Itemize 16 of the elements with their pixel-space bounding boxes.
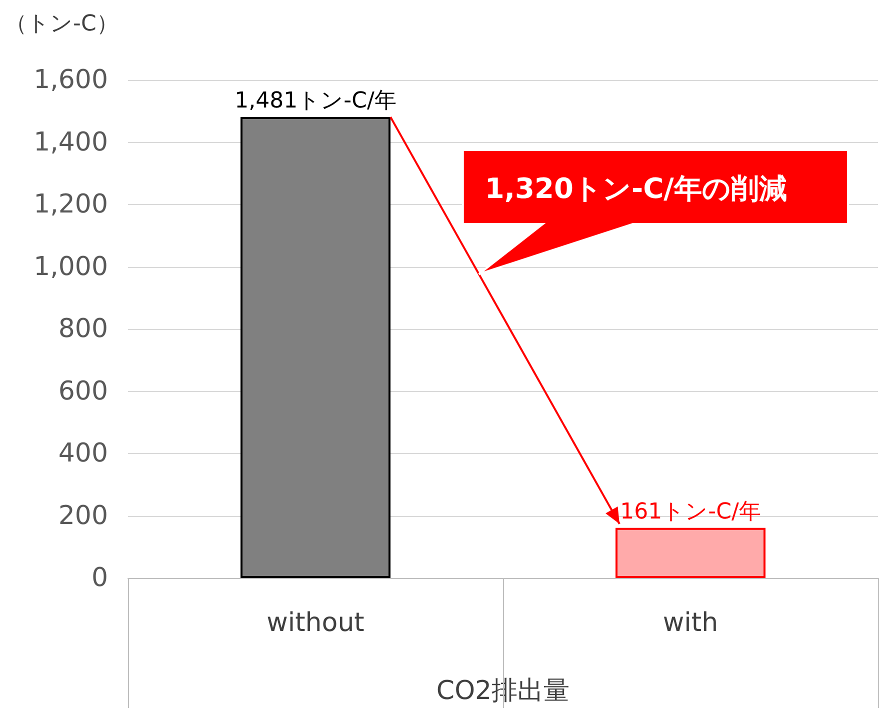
x-tick-label: with — [662, 608, 718, 638]
y-tick-label: 1,400 — [34, 127, 108, 158]
y-tick-label: 1,600 — [34, 65, 108, 95]
y-tick-label: 1,000 — [34, 252, 108, 282]
data-label: 1,481トン-C/年 — [234, 88, 396, 114]
y-tick-label: 600 — [58, 376, 108, 406]
y-tick-label: 1,200 — [34, 190, 108, 220]
x-axis-title: CO2排出量 — [436, 676, 570, 706]
y-tick-label: 0 — [91, 563, 108, 593]
y-tick-label: 200 — [58, 500, 108, 531]
y-tick-label: 400 — [58, 438, 108, 468]
y-tick-label: 800 — [58, 314, 108, 344]
y-axis-title: （トン-C） — [5, 12, 118, 36]
x-tick-label: without — [266, 608, 364, 638]
annotation: 1,320トン-C/年の削減 — [484, 171, 787, 208]
data-label: 161トン-C/年 — [620, 499, 761, 524]
